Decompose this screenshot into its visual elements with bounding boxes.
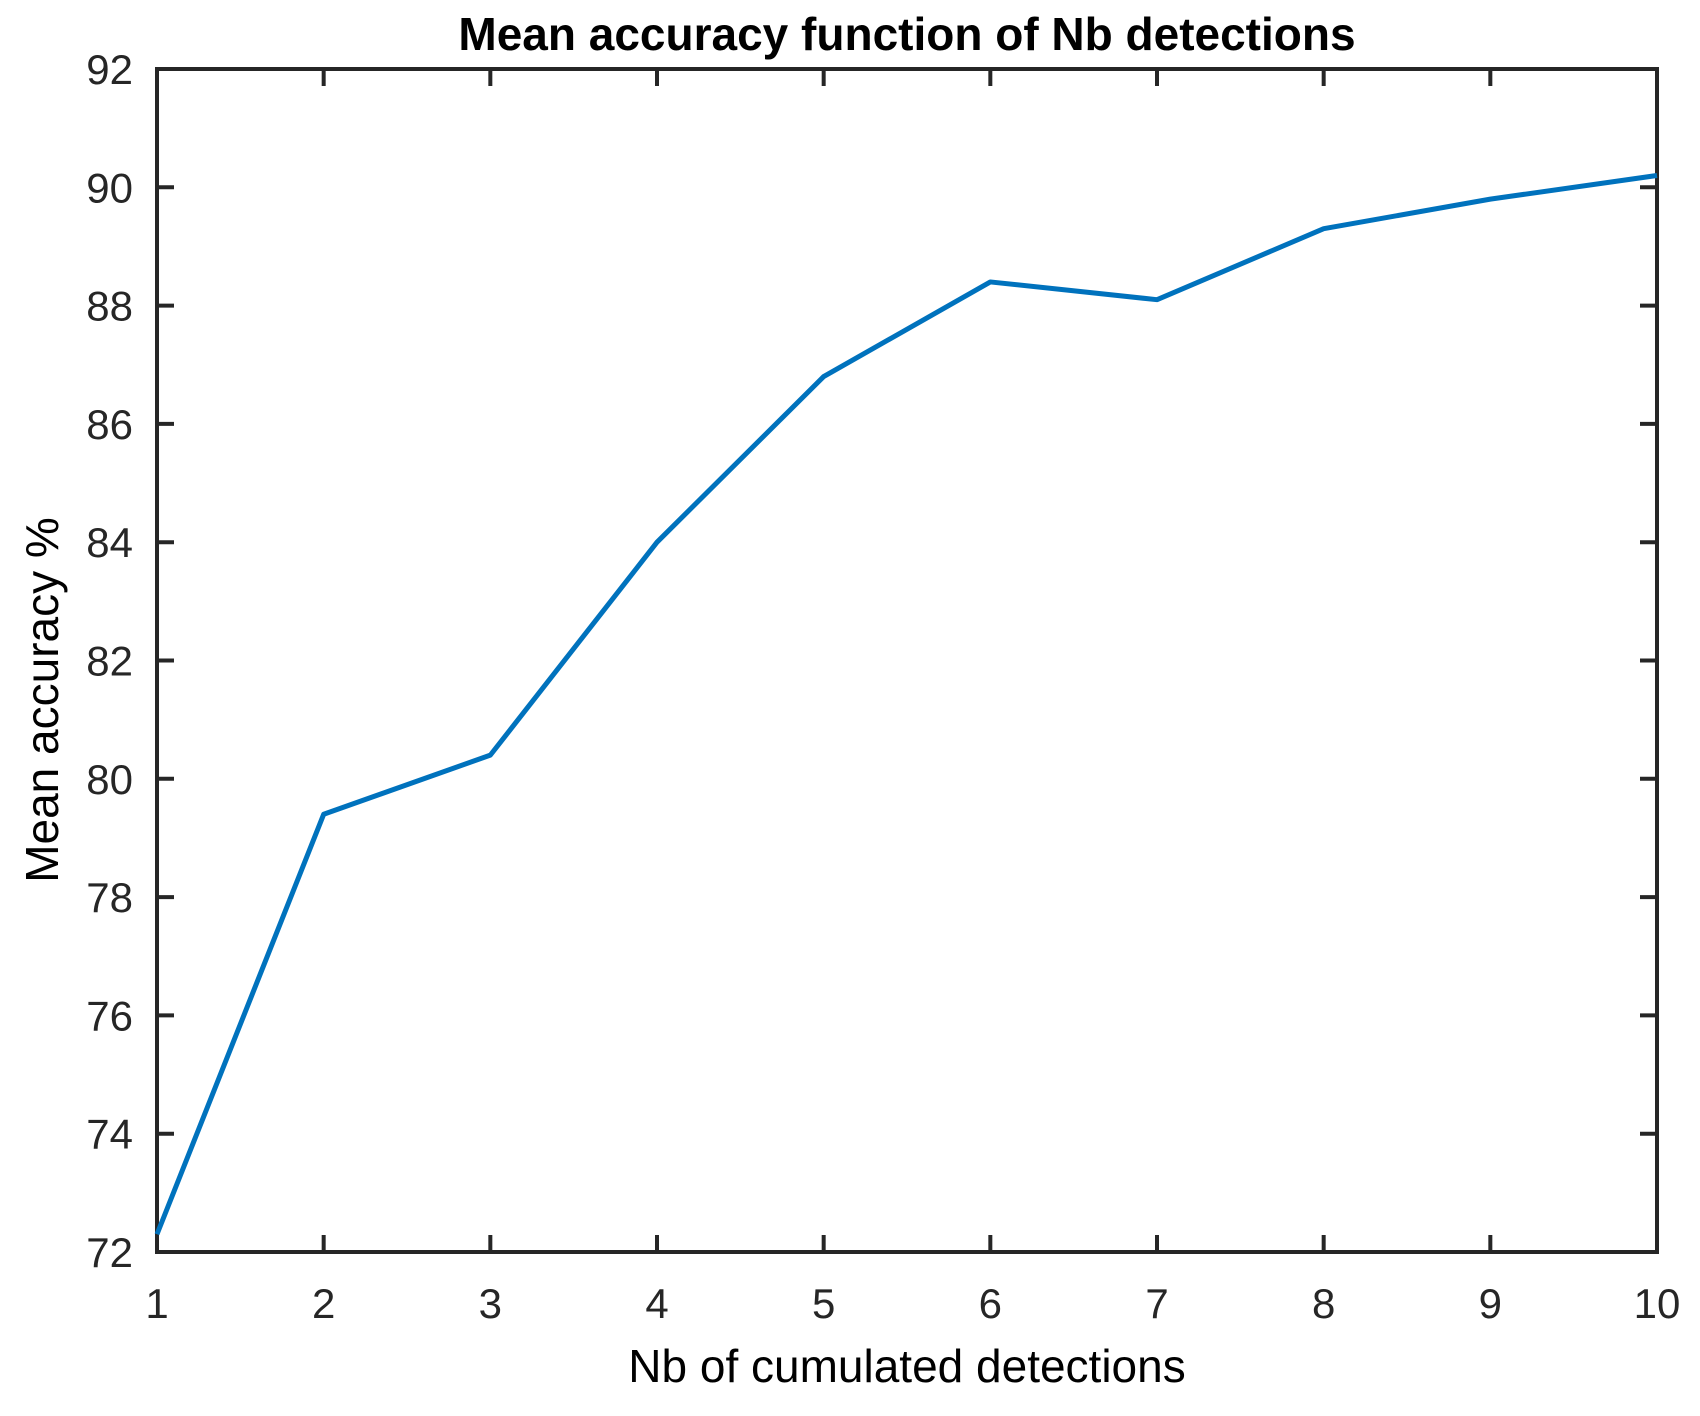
- y-tick-label: 88: [86, 283, 133, 330]
- y-tick-label: 90: [86, 164, 133, 211]
- x-tick-label: 4: [645, 1280, 668, 1327]
- x-tick-label: 8: [1312, 1280, 1335, 1327]
- x-tick-label: 10: [1634, 1280, 1681, 1327]
- y-tick-label: 84: [86, 519, 133, 566]
- x-tick-label: 1: [145, 1280, 168, 1327]
- y-tick-label: 86: [86, 401, 133, 448]
- x-tick-label: 5: [812, 1280, 835, 1327]
- x-tick-label: 2: [312, 1280, 335, 1327]
- x-axis-label: Nb of cumulated detections: [628, 1340, 1185, 1392]
- y-tick-label: 76: [86, 992, 133, 1039]
- axis-ticks: [155, 67, 1659, 1254]
- x-tick-label: 9: [1479, 1280, 1502, 1327]
- x-tick-label: 7: [1145, 1280, 1168, 1327]
- y-tick-label: 72: [86, 1229, 133, 1276]
- y-tick-label: 74: [86, 1111, 133, 1158]
- y-axis-label: Mean accuracy %: [16, 517, 68, 883]
- accuracy-line: [154, 172, 1658, 1236]
- x-tick-label: 6: [979, 1280, 1002, 1327]
- y-tick-label: 82: [86, 638, 133, 685]
- y-tick-label: 78: [86, 874, 133, 921]
- y-tick-label: 80: [86, 756, 133, 803]
- y-tick-label: 92: [86, 46, 133, 93]
- x-tick-label: 3: [479, 1280, 502, 1327]
- chart-title: Mean accuracy function of Nb detections: [458, 8, 1355, 60]
- data-series-group: [154, 172, 1658, 1236]
- plot-border: [155, 67, 1659, 1254]
